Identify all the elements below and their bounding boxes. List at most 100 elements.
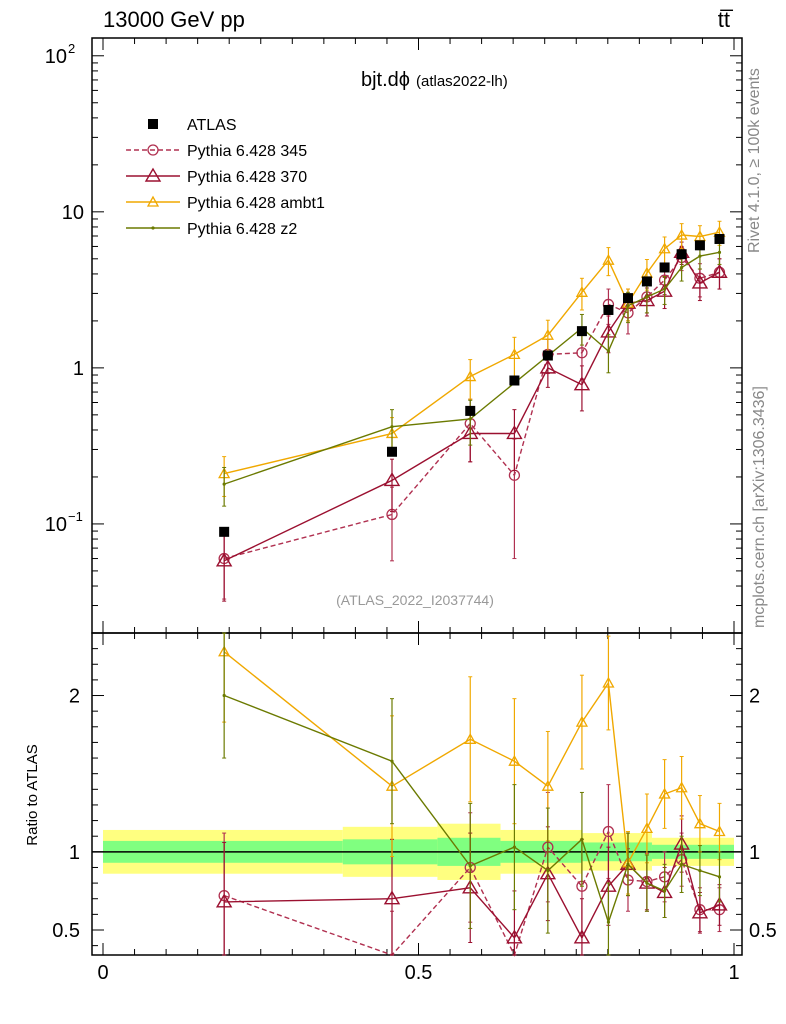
legend-marker	[146, 195, 160, 207]
data-point	[606, 920, 611, 924]
data-point	[698, 868, 702, 873]
legend-label: Pythia 6.428 z2	[187, 221, 297, 238]
data-point	[645, 881, 649, 885]
data-point	[219, 526, 230, 537]
data-point	[390, 759, 394, 763]
legend-entry-z2: Pythia 6.428 z2	[126, 221, 297, 238]
data-point	[713, 825, 726, 837]
y-tick-label: 10	[45, 514, 67, 536]
data-point	[717, 250, 722, 254]
plot-title: bjt.dϕ	[361, 69, 410, 91]
data-point	[658, 787, 671, 799]
mcplots-label: mcplots.cern.ch [arXiv:1306.3436]	[751, 386, 768, 628]
data-point	[626, 304, 630, 308]
rivet-label: Rivet 4.1.0, ≥ 100k events	[746, 68, 763, 253]
data-point	[640, 822, 654, 834]
header-left: 13000 GeV pp	[103, 7, 245, 32]
header-right: tt̅	[718, 7, 734, 32]
data-point	[580, 837, 584, 841]
data-point	[468, 864, 472, 868]
data-point	[383, 472, 401, 487]
data-point	[662, 287, 667, 291]
data-point	[464, 370, 477, 382]
data-point	[575, 715, 589, 727]
ratio-y-axis: 2 2 1 1 0.5 0.5	[52, 632, 777, 947]
data-point	[680, 862, 684, 866]
data-point	[215, 552, 233, 567]
data-point	[714, 233, 725, 244]
data-point	[506, 425, 523, 440]
y-tick-label: 1	[73, 358, 84, 380]
ratio-y-tick-label-right: 0.5	[749, 920, 777, 942]
series-ambt1	[218, 220, 726, 497]
data-point	[626, 862, 630, 866]
data-point	[464, 732, 477, 744]
legend-entry-p345: Pythia 6.428 345	[126, 143, 307, 160]
series-line-z2	[223, 251, 720, 485]
data-point	[603, 304, 614, 315]
data-point	[383, 890, 401, 905]
data-point	[508, 348, 521, 360]
y-tick-exponent: 2	[68, 41, 75, 56]
series-line-ambt1	[224, 231, 720, 475]
data-point	[693, 817, 707, 829]
data-point	[542, 350, 553, 361]
data-point	[659, 262, 670, 273]
data-point	[675, 228, 688, 240]
data-point	[602, 253, 615, 265]
x-tick-label: 1	[728, 962, 739, 984]
data-point	[691, 274, 709, 289]
data-point	[641, 276, 652, 287]
data-point	[506, 929, 523, 944]
series-z2	[222, 632, 722, 956]
data-point	[645, 295, 649, 299]
data-point	[576, 347, 588, 359]
data-point	[602, 825, 615, 838]
data-point	[509, 375, 520, 386]
data-point	[541, 779, 554, 791]
data-point	[602, 676, 615, 688]
data-point	[468, 417, 472, 421]
data-point	[541, 328, 554, 340]
data-point	[711, 896, 728, 911]
data-point	[717, 875, 722, 879]
legend-marker	[147, 144, 159, 156]
data-point	[573, 376, 591, 391]
ratio-y-tick-label: 0.5	[52, 920, 80, 942]
data-point	[675, 781, 688, 793]
series-atlas	[219, 233, 725, 537]
data-point	[694, 240, 705, 251]
data-point	[576, 326, 587, 337]
main-plot: bjt.dϕ (atlas2022-lh) (ATLAS_2022_I20377…	[45, 37, 743, 634]
data-point	[711, 263, 728, 278]
legend-entry-p370: Pythia 6.428 370	[126, 167, 307, 186]
data-point	[575, 285, 589, 297]
data-point	[222, 693, 226, 698]
data-point	[546, 868, 550, 873]
series-z2	[222, 241, 722, 507]
legend-entry-ambt1: Pythia 6.428 ambt1	[126, 195, 325, 212]
legend-label: Pythia 6.428 ambt1	[187, 195, 325, 212]
legend-label: Pythia 6.428 370	[187, 169, 307, 186]
data-point	[691, 904, 709, 919]
data-point	[512, 845, 517, 849]
ratio-y-tick-label-right: 1	[749, 842, 760, 864]
legend-marker	[144, 167, 162, 182]
y-tick-exponent: −1	[68, 509, 83, 524]
data-point	[662, 889, 667, 893]
data-point	[573, 929, 591, 944]
y-tick-label: 10	[62, 202, 84, 224]
data-point	[698, 254, 702, 258]
x-tick-label: 0.5	[405, 962, 433, 984]
ratio-ylabel: Ratio to ATLAS	[24, 744, 41, 845]
x-tick-label: 0	[97, 962, 108, 984]
data-point	[222, 482, 226, 486]
plot-title-suffix: (atlas2022-lh)	[416, 73, 508, 90]
data-point	[606, 349, 611, 353]
y-tick-label: 10	[45, 46, 67, 68]
data-point	[680, 265, 684, 270]
ratio-y-tick-label: 2	[69, 686, 80, 708]
legend-marker	[148, 119, 158, 129]
